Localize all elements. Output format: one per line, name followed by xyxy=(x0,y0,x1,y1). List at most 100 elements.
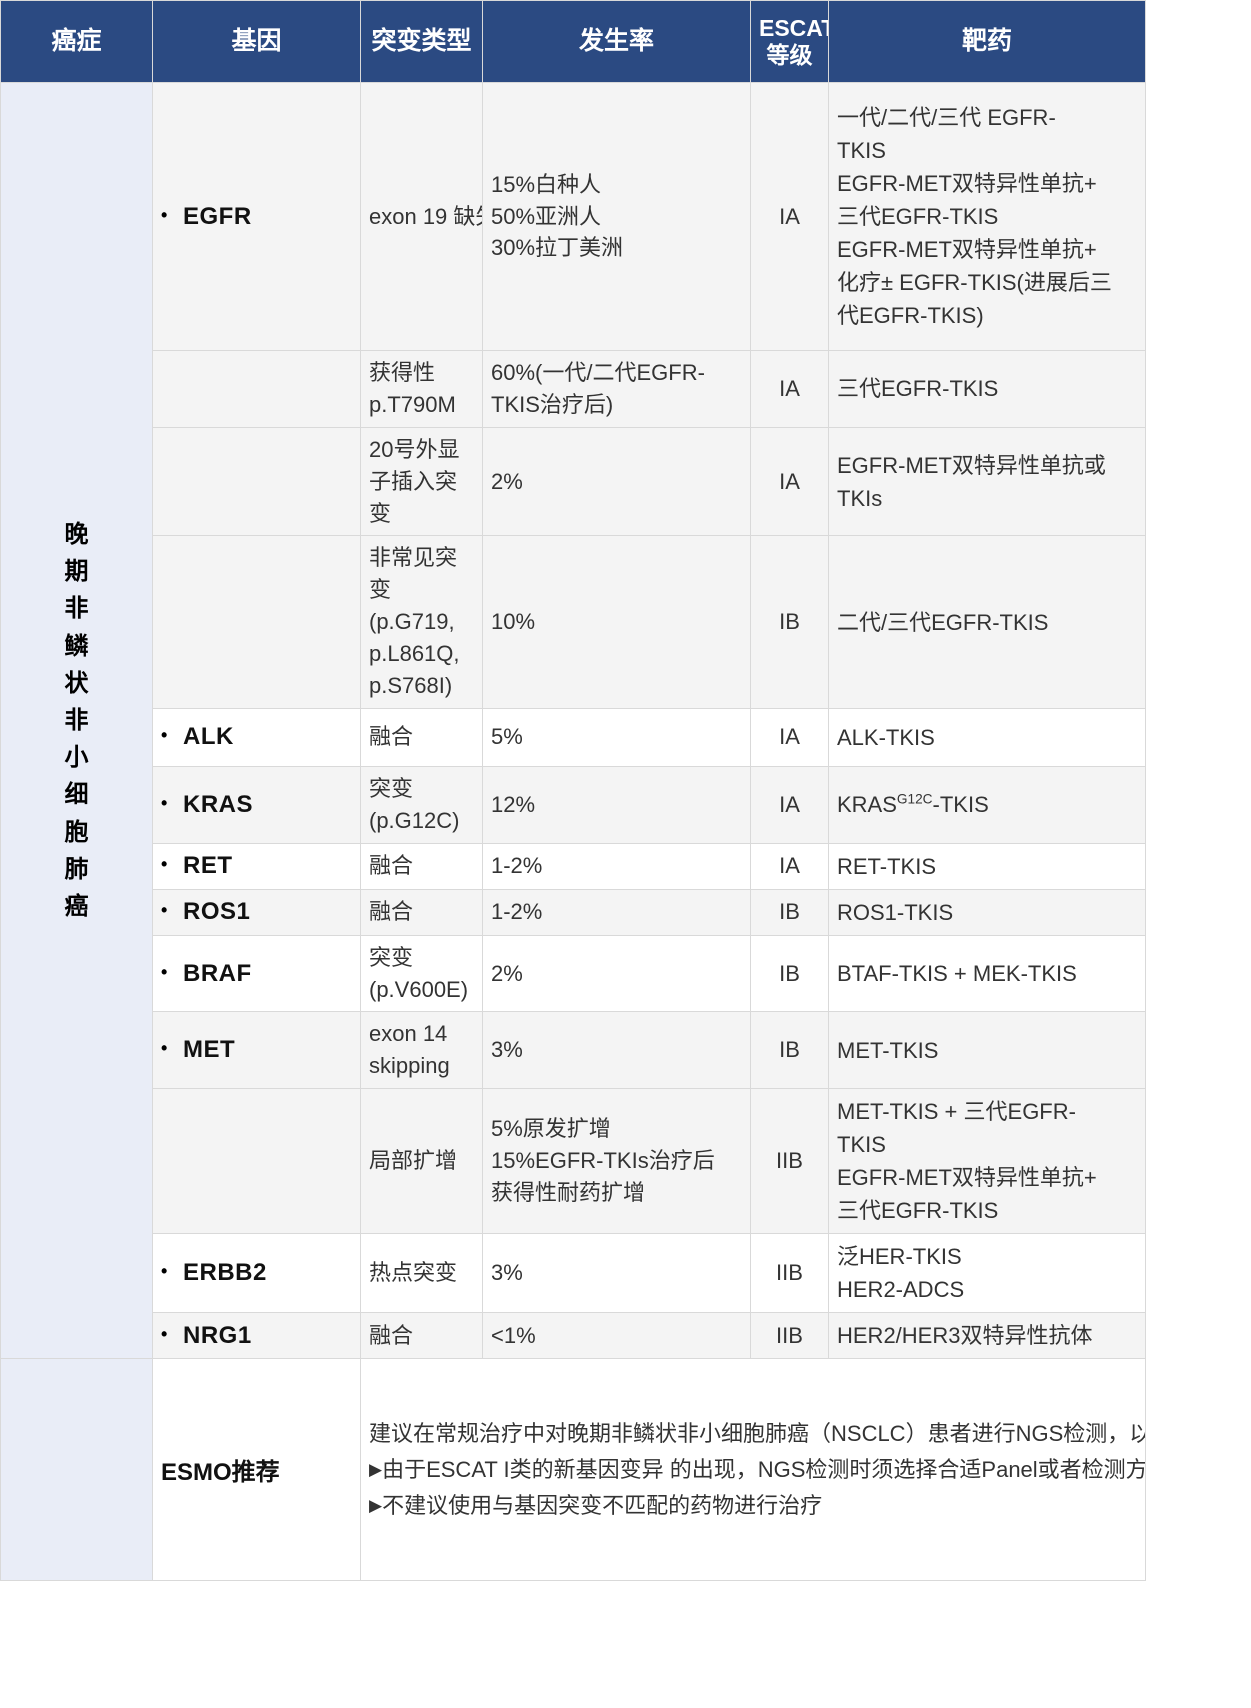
table-row: 局部扩增 5%原发扩增 15%EGFR-TKIs治疗后 获得性耐药扩增 IIB MET-T… xyxy=(1,1088,1146,1235)
escat-grade-cell: IIB xyxy=(750,1312,829,1360)
incidence-cell: 5%原发扩增 15%EGFR-TKIs治疗后 获得性耐药扩增 xyxy=(482,1088,751,1235)
bullet-icon: • xyxy=(161,961,168,982)
gene-name: BRAF xyxy=(183,959,252,987)
drug-line: TKIS xyxy=(837,138,886,163)
gene-cell-empty xyxy=(152,535,361,709)
text-line: 3% xyxy=(491,1037,523,1063)
incidence-cell: 2% xyxy=(482,426,751,537)
drug-line: EGFR-MET双特异性单抗+ xyxy=(837,237,1097,262)
gene-cell-erbb2: • ERBB2 xyxy=(152,1233,361,1314)
header-row: 癌症 基因 突变类型 发生率 ESCAT 等级 靶药 xyxy=(0,0,1146,83)
text-line: 获得性 xyxy=(369,360,436,385)
gene-name: NRG1 xyxy=(183,1321,252,1349)
escat-grade-cell: IA xyxy=(750,350,829,428)
escat-grade-cell: IB xyxy=(750,934,829,1013)
bullet-icon: • xyxy=(161,725,168,746)
text-line: 变 xyxy=(369,500,392,526)
header-mutation-type: 突变类型 xyxy=(360,0,483,83)
esmo-label: ESMO推荐 xyxy=(152,1358,361,1582)
text-line: 融合 xyxy=(369,853,414,879)
gene-name: ROS1 xyxy=(183,898,251,926)
text-line: 15%EGFR-TKIs治疗后 xyxy=(491,1148,715,1174)
target-drug-cell: EGFR-MET双特异性单抗或 TKIs xyxy=(828,426,1146,537)
cancer-column-spacer xyxy=(0,1358,153,1582)
target-drug-cell: ALK-TKIS xyxy=(828,707,1146,767)
text-line: 20号外显 xyxy=(369,436,460,462)
bullet-icon: • xyxy=(161,854,168,875)
drug-line: MET-TKIS xyxy=(837,1037,939,1063)
drug-line: ROS1-TKIS xyxy=(837,899,954,925)
header-escat-line1: ESCAT xyxy=(759,15,829,42)
gene-name: EGFR xyxy=(183,202,252,230)
drug-line: 一代/二代/三代 EGFR- xyxy=(837,105,1056,130)
mutation-type-cell: 融合 xyxy=(360,842,483,890)
incidence-cell: 12% xyxy=(482,765,751,844)
gene-cell-ret: • RET xyxy=(152,842,361,890)
esmo-paragraph: ▶由于ESCAT I类的新基因变异 的出现，NGS检测时须选择合适Panel或者… xyxy=(369,1456,1146,1482)
esmo-paragraph: ▶不建议使用与基因突变不匹配的药物进行治疗 xyxy=(369,1492,823,1518)
gene-name: RET xyxy=(183,852,233,880)
bullet-icon: • xyxy=(161,1323,168,1344)
escat-grade-cell: IA xyxy=(750,82,829,351)
target-drug-cell: RET-TKIS xyxy=(828,842,1146,890)
drug-line: 泛HER-TKIS xyxy=(837,1244,962,1270)
text-line: 10% xyxy=(491,609,536,635)
table-row: 获得性 p.T790M 60%(一代/二代EGFR- TKIS治疗后) IA 三代EGFR… xyxy=(1,350,1146,428)
cancer-type-cell: 晚期非鳞状非小细胞肺癌 xyxy=(0,81,153,1360)
escat-grade-cell: IB xyxy=(750,1011,829,1090)
escat-grade-cell: IB xyxy=(750,535,829,709)
drug-line: MET-TKIS + 三代EGFR- xyxy=(837,1099,1076,1125)
gene-name: ERBB2 xyxy=(183,1259,267,1287)
incidence-cell: 3% xyxy=(482,1011,751,1090)
table-row: • ERBB2 热点突变 3% IIB 泛HER-TKIS HER2-ADCS xyxy=(1,1233,1146,1314)
mutation-type-cell: 20号外显 子插入突变 xyxy=(360,426,483,537)
text-line: skipping xyxy=(369,1053,450,1079)
drug-line: EGFR-MET双特异性单抗或 xyxy=(837,452,1106,478)
drug-line: BTAF-TKIS + MEK-TKIS xyxy=(837,961,1077,987)
text-line: 非常见突 xyxy=(369,545,458,571)
target-drug-cell: 一代/二代/三代 EGFR- TKIS EGFR-MET双特异性单抗+ 三代EGFR-… xyxy=(828,82,1146,351)
drug-line: HER2/HER3双特异性抗体 xyxy=(837,1323,1093,1349)
table-row: • RET 融合 1-2% IA RET-TKIS xyxy=(1,842,1146,890)
bullet-icon: • xyxy=(161,1038,168,1059)
table-row: • MET exon 14 skipping 3% IB MET-TKIS xyxy=(1,1011,1146,1090)
drug-line: 化疗± EGFR-TKIS(进展后三 xyxy=(837,270,1112,295)
header-cancer: 癌症 xyxy=(0,0,153,83)
table-row: • BRAF 突变 (p.V600E) 2% IB BTAF-TKIS + MEK-TKIS xyxy=(1,934,1146,1013)
gene-cell-ros1: • ROS1 xyxy=(152,888,361,936)
text-line: 突变 xyxy=(369,775,414,801)
text-line: 融合 xyxy=(369,899,414,925)
mutation-type-cell: 融合 xyxy=(360,888,483,936)
text-line: 融合 xyxy=(369,1322,414,1348)
incidence-cell: 1-2% xyxy=(482,888,751,936)
mutation-type-cell: 非常见突变 (p.G719, p.L861Q, p.S768I) xyxy=(360,535,483,709)
text-line: 1-2% xyxy=(491,899,543,925)
target-drug-cell: MET-TKIS xyxy=(828,1011,1146,1090)
drug-line: 代EGFR-TKIS) xyxy=(837,303,984,328)
gene-cell-kras: • KRAS xyxy=(152,765,361,844)
text-line: 50%亚洲人 xyxy=(491,203,602,229)
drug-line: 三代EGFR-TKIS xyxy=(837,1198,999,1224)
target-drug-cell: MET-TKIS + 三代EGFR- TKIS EGFR-MET双特异性单抗+ 三代E… xyxy=(828,1088,1146,1235)
text-line: 15%白种人 xyxy=(491,171,602,197)
table-row: • ALK 融合 5% IA ALK-TKIS xyxy=(1,707,1146,767)
mutation-type-cell: 突变 (p.V600E) xyxy=(360,934,483,1013)
table-row: 20号外显 子插入突变 2% IA EGFR-MET双特异性单抗或 TKIs xyxy=(1,426,1146,537)
text-line: 3% xyxy=(491,1260,523,1286)
incidence-cell: 5% xyxy=(482,707,751,767)
escat-grade-cell: IA xyxy=(750,765,829,844)
text-line: exon 19 缺失、p.L858R xyxy=(369,203,482,229)
target-drug-cell: HER2/HER3双特异性抗体 xyxy=(828,1312,1146,1360)
incidence-cell: 10% xyxy=(482,535,751,709)
bullet-icon: • xyxy=(161,792,168,813)
drug-line: 三代EGFR-TKIS xyxy=(837,376,999,402)
esmo-recommendation-row: ESMO推荐 建议在常规治疗中对晚期非鳞状非小细胞肺癌（NSCLC）患者进行NGS… xyxy=(0,1358,1146,1582)
triangle-bullet-icon: ▶ xyxy=(369,1495,383,1515)
drug-line: 二代/三代EGFR-TKIS xyxy=(837,609,1049,635)
esmo-recommendation-text: 建议在常规治疗中对晚期非鳞状非小细胞肺癌（NSCLC）患者进行NGS检测，以期发… xyxy=(360,1358,1146,1582)
text-line: 局部扩增 xyxy=(369,1148,458,1174)
escat-grade-cell: IIB xyxy=(750,1233,829,1314)
drug-line: 三代EGFR-TKIS xyxy=(837,204,999,229)
esmo-paragraph: 建议在常规治疗中对晚期非鳞状非小细胞肺癌（NSCLC）患者进行NGS检测，以期发… xyxy=(369,1421,1145,1447)
text-line: 5%原发扩增 xyxy=(491,1116,611,1142)
